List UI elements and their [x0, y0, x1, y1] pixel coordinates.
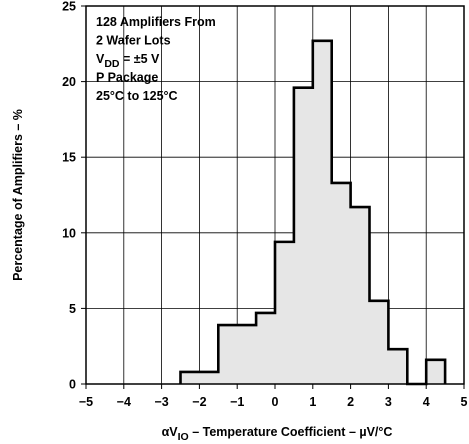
histogram-bars [180, 40, 446, 384]
x-tick-label: −2 [192, 395, 206, 409]
annotation-line: P Package [96, 71, 158, 85]
x-tick-label: 3 [385, 395, 392, 409]
histogram-bar [180, 371, 200, 384]
y-tick-label: 10 [62, 226, 76, 240]
y-axis-label: Percentage of Amplifiers – % [11, 109, 25, 281]
y-axis-ticks: 0 5 10 15 20 25 [62, 0, 86, 392]
x-tick-label: 1 [309, 395, 316, 409]
annotation-line: 25°C to 125°C [96, 89, 178, 103]
histogram-bar [331, 182, 351, 384]
x-tick-label: −1 [230, 395, 244, 409]
histogram-bar [199, 371, 219, 384]
histogram-bar [275, 241, 294, 384]
annotation-line: VDD = ±5 V [96, 52, 160, 70]
x-tick-label: 0 [272, 395, 279, 409]
x-axis-ticks: −5 −4 −3 −2 −1 0 1 2 3 4 5 [79, 384, 468, 409]
histogram-bar [350, 207, 370, 384]
histogram-bar [237, 325, 257, 384]
histogram-bar [369, 300, 389, 384]
y-tick-label: 0 [69, 378, 76, 392]
x-tick-label: −5 [79, 395, 93, 409]
annotation-line: 128 Amplifiers From [96, 15, 216, 29]
histogram-bar [312, 40, 332, 384]
histogram-bar [293, 87, 313, 384]
y-tick-label: 20 [62, 75, 76, 89]
histogram-bar [218, 325, 238, 384]
x-tick-label: −4 [117, 395, 131, 409]
histogram-outline [179, 39, 447, 386]
x-tick-label: −3 [154, 395, 168, 409]
x-tick-label: 2 [347, 395, 354, 409]
x-tick-label: 5 [461, 395, 468, 409]
histogram-bar [388, 349, 408, 384]
y-tick-label: 5 [69, 302, 76, 316]
x-axis-label: αVIO – Temperature Coefficient – µV/°C [162, 425, 393, 443]
x-tick-label: 4 [423, 395, 430, 409]
histogram-bar [256, 312, 275, 384]
annotation-line: 2 Wafer Lots [96, 34, 171, 48]
annotation-box: 128 Amplifiers From 2 Wafer Lots VDD = ±5 … [96, 15, 216, 103]
y-tick-label: 25 [62, 0, 76, 14]
histogram-bar [426, 359, 446, 384]
y-tick-label: 15 [62, 151, 76, 165]
